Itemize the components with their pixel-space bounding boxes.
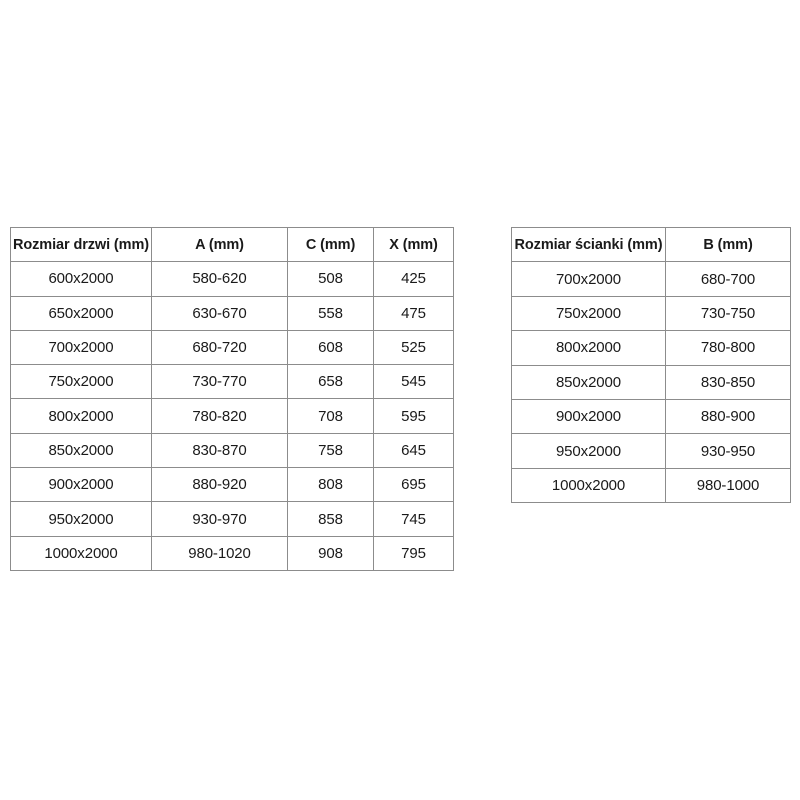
- cell-x: 425: [373, 261, 454, 297]
- table-row: 900x2000 880-920 808 695: [10, 467, 454, 503]
- doors-size-table: Rozmiar drzwi (mm) A (mm) C (mm) X (mm) …: [10, 226, 454, 571]
- column-header-wall-size: Rozmiar ścianki (mm): [511, 226, 666, 263]
- table-row: 950x2000 930-950: [511, 433, 791, 469]
- table-row: 700x2000 680-700: [511, 261, 791, 297]
- cell-a: 780-820: [151, 398, 288, 434]
- cell-x: 695: [373, 467, 454, 503]
- table-row: 650x2000 630-670 558 475: [10, 295, 454, 331]
- cell-a: 980-1020: [151, 535, 288, 571]
- cell-a: 580-620: [151, 261, 288, 297]
- cell-c: 708: [287, 398, 374, 434]
- table-row: 950x2000 930-970 858 745: [10, 501, 454, 537]
- cell-x: 545: [373, 364, 454, 400]
- table-row: 800x2000 780-800: [511, 330, 791, 366]
- cell-b: 980-1000: [665, 467, 791, 504]
- cell-door-size: 700x2000: [10, 329, 152, 366]
- cell-b: 680-700: [665, 261, 791, 297]
- cell-wall-size: 800x2000: [511, 330, 666, 366]
- cell-door-size: 950x2000: [10, 501, 152, 537]
- cell-c: 908: [287, 535, 374, 571]
- column-header-c: C (mm): [287, 226, 374, 263]
- cell-door-size: 650x2000: [10, 295, 152, 331]
- cell-x: 525: [373, 329, 454, 366]
- cell-a: 630-670: [151, 295, 288, 331]
- table-row: 1000x2000 980-1020 908 795: [10, 535, 454, 571]
- table-row: 700x2000 680-720 608 525: [10, 329, 454, 366]
- table-row: 900x2000 880-900: [511, 398, 791, 435]
- cell-x: 475: [373, 295, 454, 331]
- cell-x: 595: [373, 398, 454, 434]
- cell-a: 730-770: [151, 364, 288, 400]
- column-header-door-size: Rozmiar drzwi (mm): [10, 226, 152, 263]
- cell-door-size: 600x2000: [10, 261, 152, 297]
- cell-c: 558: [287, 295, 374, 331]
- table-row: 850x2000 830-850: [511, 364, 791, 400]
- cell-door-size: 750x2000: [10, 364, 152, 400]
- cell-x: 645: [373, 432, 454, 469]
- cell-wall-size: 950x2000: [511, 433, 666, 469]
- cell-a: 930-970: [151, 501, 288, 537]
- column-header-x: X (mm): [373, 226, 454, 263]
- cell-c: 858: [287, 501, 374, 537]
- column-header-b: B (mm): [665, 226, 791, 263]
- cell-a: 880-920: [151, 467, 288, 503]
- cell-wall-size: 700x2000: [511, 261, 666, 297]
- cell-b: 930-950: [665, 433, 791, 469]
- cell-b: 830-850: [665, 364, 791, 400]
- cell-c: 508: [287, 261, 374, 297]
- cell-c: 658: [287, 364, 374, 400]
- cell-x: 745: [373, 501, 454, 537]
- cell-b: 880-900: [665, 398, 791, 435]
- cell-a: 680-720: [151, 329, 288, 366]
- table-row: 750x2000 730-770 658 545: [10, 364, 454, 400]
- cell-x: 795: [373, 535, 454, 571]
- table-row: 850x2000 830-870 758 645: [10, 432, 454, 469]
- column-header-a: A (mm): [151, 226, 288, 263]
- wall-panel-size-table: Rozmiar ścianki (mm) B (mm) 700x2000 680…: [511, 226, 791, 504]
- table-row: 750x2000 730-750: [511, 295, 791, 332]
- cell-wall-size: 1000x2000: [511, 467, 666, 504]
- cell-b: 780-800: [665, 330, 791, 366]
- cell-door-size: 850x2000: [10, 432, 152, 469]
- table-row: 600x2000 580-620 508 425: [10, 261, 454, 297]
- cell-door-size: 900x2000: [10, 467, 152, 503]
- cell-door-size: 800x2000: [10, 398, 152, 434]
- cell-wall-size: 850x2000: [511, 364, 666, 400]
- cell-door-size: 1000x2000: [10, 535, 152, 571]
- table-row: 1000x2000 980-1000: [511, 467, 791, 504]
- cell-c: 808: [287, 467, 374, 503]
- cell-a: 830-870: [151, 432, 288, 469]
- cell-c: 608: [287, 329, 374, 366]
- table-header-row: Rozmiar ścianki (mm) B (mm): [511, 226, 791, 263]
- table-header-row: Rozmiar drzwi (mm) A (mm) C (mm) X (mm): [10, 226, 454, 263]
- cell-b: 730-750: [665, 295, 791, 332]
- cell-wall-size: 900x2000: [511, 398, 666, 435]
- cell-wall-size: 750x2000: [511, 295, 666, 332]
- table-row: 800x2000 780-820 708 595: [10, 398, 454, 434]
- cell-c: 758: [287, 432, 374, 469]
